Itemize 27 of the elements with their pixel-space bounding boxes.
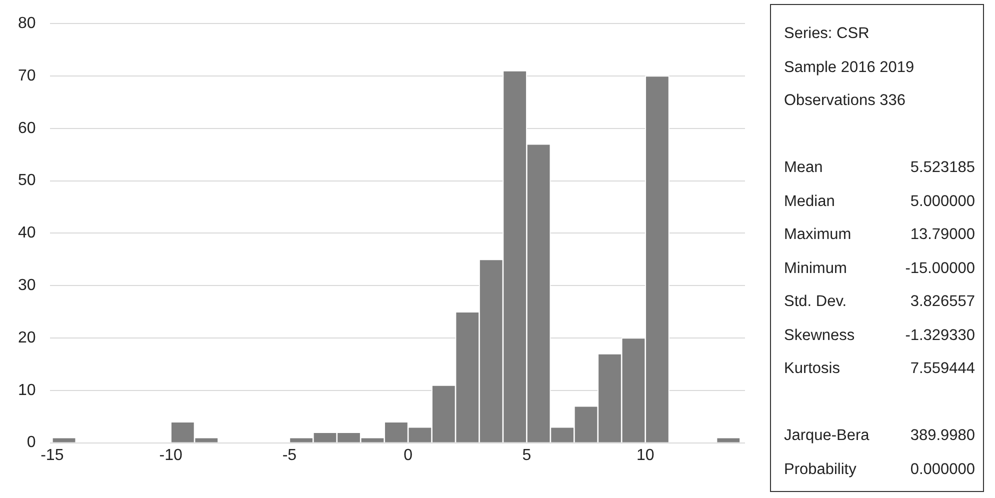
text: Median 5.000000 bbox=[784, 192, 975, 210]
y-tick-label: 30 bbox=[18, 277, 36, 294]
y-tick-label: 20 bbox=[18, 329, 36, 346]
x-tick-label: 10 bbox=[636, 446, 654, 464]
text: Sample 2016 2019 bbox=[784, 58, 914, 78]
text: Maximum 13.79000 bbox=[784, 226, 975, 243]
x-tick-label: 0 bbox=[404, 446, 413, 464]
x-tick-label: -5 bbox=[282, 446, 297, 464]
text: Probability 0.000000 bbox=[784, 460, 975, 478]
text: Series: CSR bbox=[784, 24, 870, 44]
text: Jarque-Bera 389.9980 bbox=[784, 427, 975, 444]
x-tick-label: 5 bbox=[522, 446, 532, 464]
y-tick-label: 60 bbox=[18, 120, 36, 137]
y-tick-label: 70 bbox=[18, 67, 36, 84]
x-tick-label: -10 bbox=[159, 446, 182, 464]
text: Kurtosis 7.559444 bbox=[784, 360, 975, 377]
y-tick-label: 50 bbox=[18, 172, 36, 190]
y-tick-label: 10 bbox=[18, 382, 36, 399]
x-tick-label: -15 bbox=[40, 446, 64, 464]
y-tick-label: 80 bbox=[18, 15, 36, 32]
text: Minimum -15.00000 bbox=[784, 260, 975, 276]
text: Skewness -1.329330 bbox=[784, 326, 975, 344]
text: Observations 336 bbox=[784, 91, 906, 111]
y-tick-label: 0 bbox=[26, 434, 36, 452]
text: Mean 5.523185 bbox=[784, 159, 975, 176]
y-tick-label: 40 bbox=[18, 224, 36, 242]
text: Std. Dev. 3.826557 bbox=[784, 293, 975, 310]
